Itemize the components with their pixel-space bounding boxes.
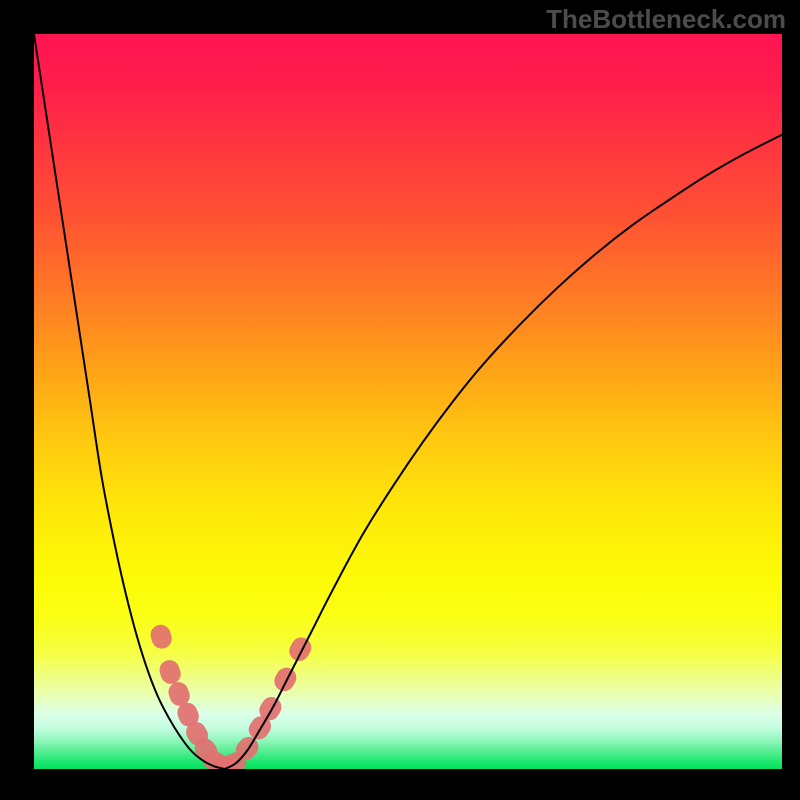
chart-svg [34, 34, 782, 769]
gradient-background [34, 34, 782, 769]
chart-container: TheBottleneck.com [0, 0, 800, 800]
watermark-text: TheBottleneck.com [546, 4, 786, 35]
plot-area [34, 34, 782, 769]
